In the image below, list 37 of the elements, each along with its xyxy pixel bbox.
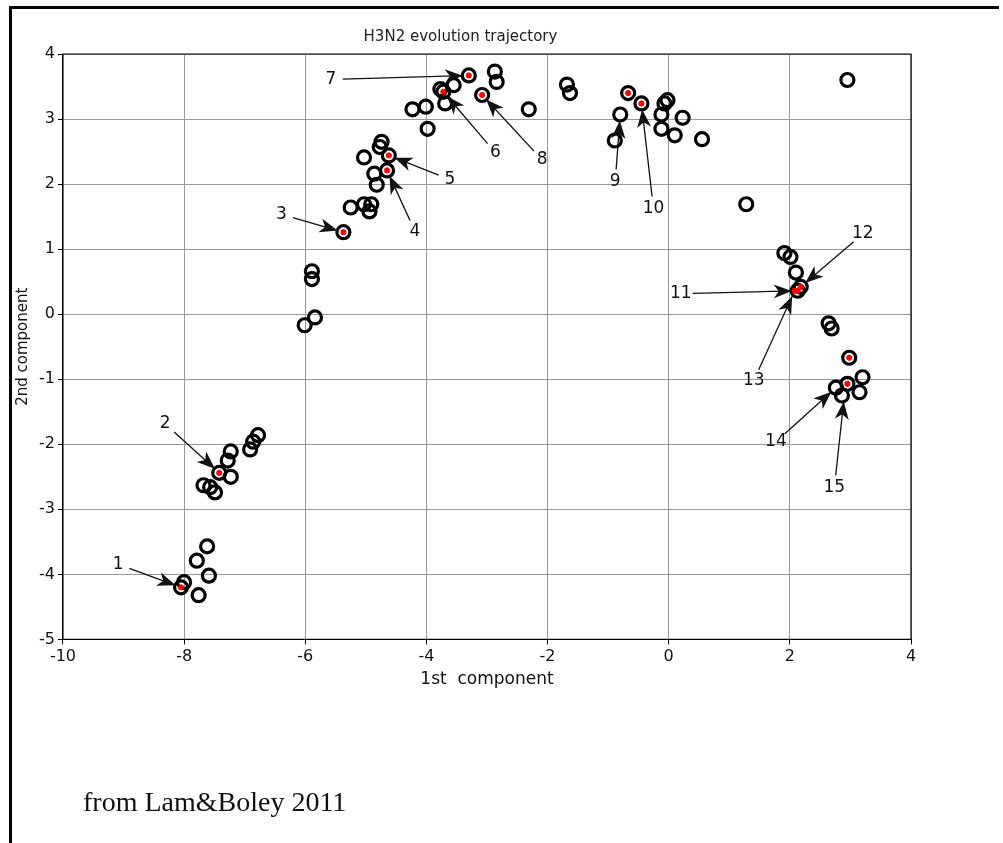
x-tick-label: -2: [539, 646, 556, 666]
annotation: 10: [642, 196, 665, 217]
annotation: 5: [444, 167, 456, 188]
annotation: 15: [823, 475, 846, 496]
annotation: 3: [276, 202, 287, 223]
y-tick-label: -3: [39, 498, 55, 518]
annotation: 13: [742, 369, 765, 390]
y-tick-label: 0: [44, 303, 55, 323]
x-tick-label: -6: [297, 646, 314, 666]
annotation: 14: [765, 430, 787, 451]
y-tick-label: 1: [44, 238, 55, 258]
y-axis-title: 2nd component: [12, 287, 31, 406]
text: from Lam&Boley 2011: [83, 786, 347, 818]
y-tick-label: -2: [39, 433, 55, 453]
x-tick-label: -10: [49, 646, 77, 666]
annotation: 7: [325, 67, 337, 88]
x-axis-title: 1st component: [420, 668, 554, 689]
y-tick-label: 3: [44, 108, 55, 128]
x-tick-label: 4: [905, 646, 917, 666]
chart-title: H3N2 evolution trajectory: [363, 26, 558, 45]
y-tick-label: -5: [39, 628, 55, 648]
annotation: 12: [851, 222, 874, 243]
annotation: 8: [536, 148, 548, 169]
x-tick-label: -4: [418, 646, 435, 666]
x-tick-label: -8: [176, 646, 193, 666]
annotation: 4: [409, 219, 421, 240]
annotation: 11: [669, 282, 692, 303]
annotation: 1: [112, 552, 124, 573]
annotation: 6: [489, 141, 501, 162]
annotation: 9: [609, 169, 621, 190]
y-tick-label: 4: [44, 43, 55, 63]
x-tick-label: 0: [663, 646, 674, 666]
y-tick-label: -4: [39, 563, 55, 583]
y-tick-label: -1: [39, 368, 55, 388]
annotation: 2: [159, 412, 171, 433]
y-tick-label: 2: [44, 173, 55, 193]
x-tick-label: 2: [784, 646, 795, 666]
